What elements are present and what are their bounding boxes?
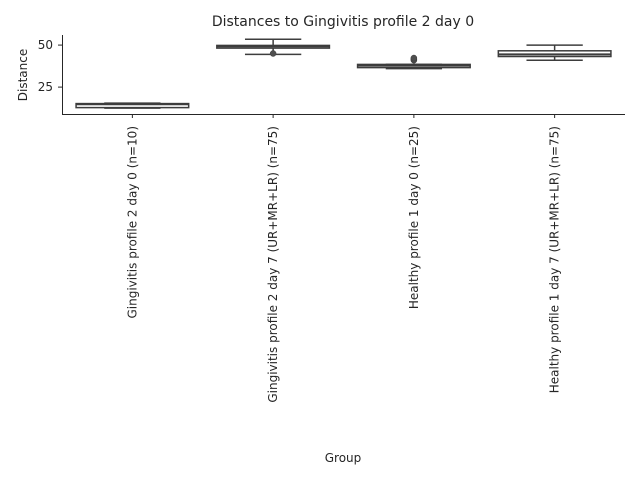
y-tick-label: 50 <box>38 38 53 52</box>
box-series <box>75 38 612 109</box>
box-group <box>216 38 331 57</box>
y-axis-label: Distance <box>16 49 30 101</box>
x-tick-label: Gingivitis profile 2 day 0 (n=10) <box>125 126 139 319</box>
x-tick-label: Gingivitis profile 2 day 7 (UR+MR+LR) (n… <box>266 126 280 403</box>
box-group <box>497 44 612 61</box>
outlier-point <box>410 54 418 62</box>
outlier-point <box>269 50 277 57</box>
y-tick-label: 25 <box>38 80 53 94</box>
x-tick-label: Healthy profile 1 day 0 (n=25) <box>407 126 421 309</box>
x-tick-label: Healthy profile 1 day 7 (UR+MR+LR) (n=75… <box>548 126 562 393</box>
y-ticks: 25 50 <box>38 38 62 94</box>
box-group <box>75 102 190 109</box>
box-group <box>356 54 471 70</box>
x-ticks: Gingivitis profile 2 day 0 (n=10) Gingivi… <box>125 114 562 403</box>
x-axis-label: Group <box>325 451 362 465</box>
chart-title: Distances to Gingivitis profile 2 day 0 <box>212 14 474 30</box>
